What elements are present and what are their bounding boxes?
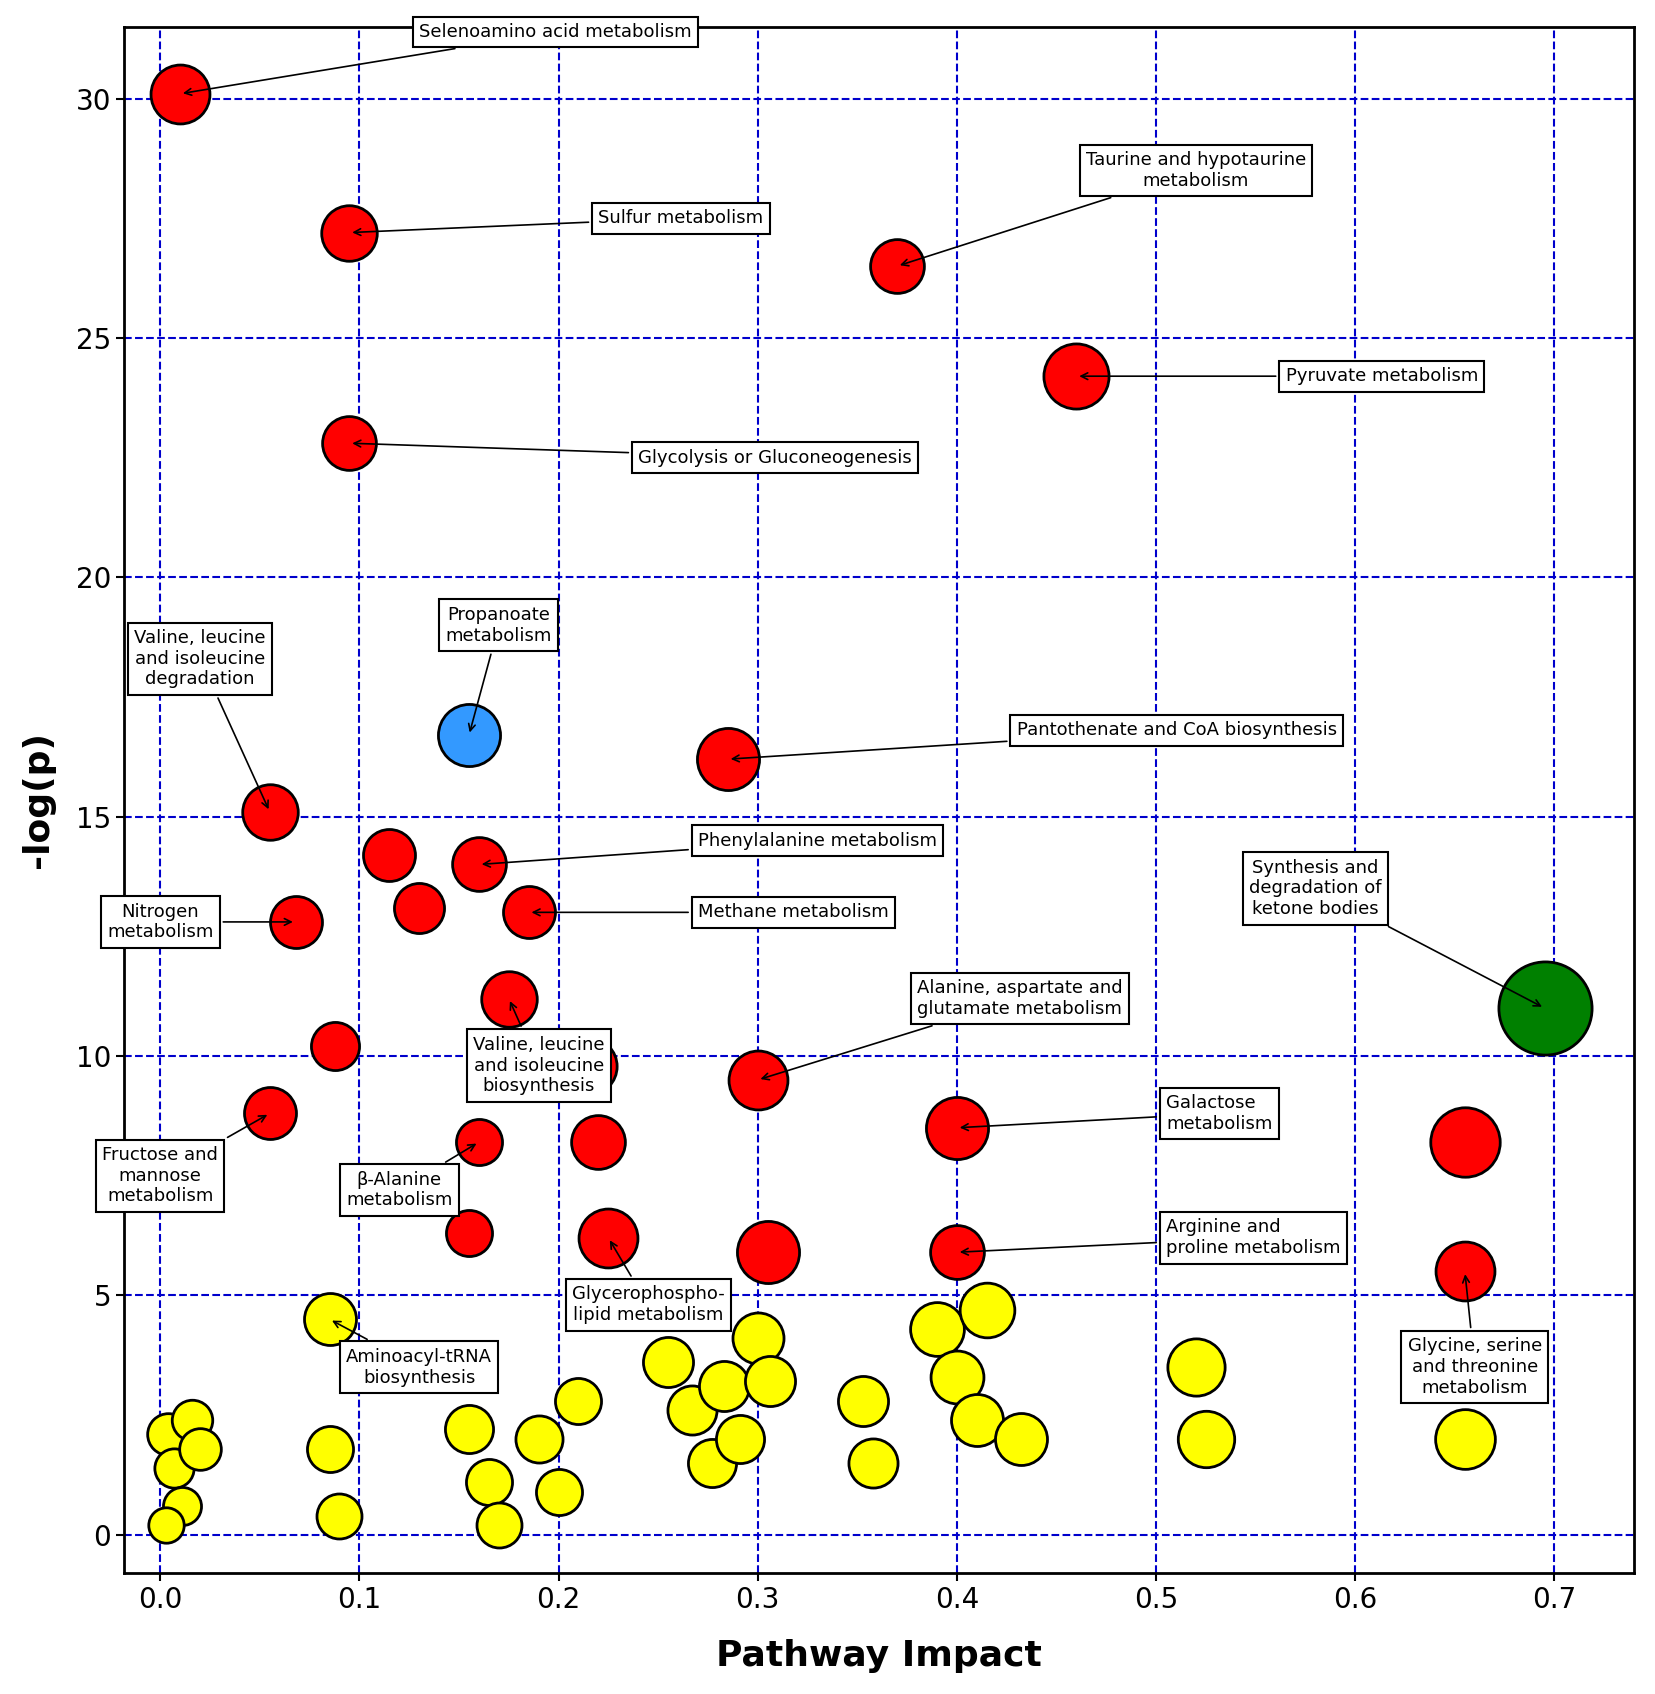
Text: Selenoamino acid metabolism: Selenoamino acid metabolism [185, 24, 692, 95]
Point [161, 1453, 187, 1481]
Text: Nitrogen
metabolism: Nitrogen metabolism [108, 903, 291, 942]
Point [710, 1372, 736, 1399]
Point [576, 1052, 602, 1079]
Point [326, 1503, 353, 1530]
Point [727, 1425, 753, 1452]
Point [257, 798, 283, 825]
Point [596, 1225, 622, 1252]
Point [943, 1238, 970, 1265]
Point [316, 1306, 343, 1333]
Text: Fructose and
mannose
metabolism: Fructose and mannose metabolism [103, 1116, 266, 1206]
Point [1451, 1425, 1478, 1452]
Point [679, 1396, 705, 1423]
Point [455, 722, 482, 749]
Point [884, 252, 910, 280]
Point [336, 430, 362, 457]
Point [167, 80, 194, 107]
Point [179, 1406, 205, 1433]
Point [756, 1369, 783, 1396]
Point [546, 1479, 573, 1506]
Point [745, 1066, 771, 1093]
Point [1438, 1348, 1465, 1376]
Point [1183, 1354, 1210, 1381]
X-axis label: Pathway Impact: Pathway Impact [717, 1640, 1043, 1674]
Text: Valine, leucine
and isoleucine
degradation: Valine, leucine and isoleucine degradati… [134, 628, 268, 808]
Point [655, 1348, 682, 1376]
Text: β-Alanine
metabolism: β-Alanine metabolism [346, 1145, 475, 1210]
Point [943, 1364, 970, 1391]
Point [465, 850, 492, 877]
Point [455, 1220, 482, 1247]
Point [861, 1450, 887, 1477]
Point [1063, 363, 1089, 390]
Text: Pantothenate and CoA biosynthesis: Pantothenate and CoA biosynthesis [733, 722, 1337, 762]
Point [586, 1128, 612, 1155]
Text: Taurine and hypotaurine
metabolism: Taurine and hypotaurine metabolism [902, 151, 1306, 266]
Point [257, 1099, 283, 1127]
Point [485, 1511, 511, 1538]
Text: Sulfur metabolism: Sulfur metabolism [354, 208, 763, 235]
Text: Synthesis and
degradation of
ketone bodies: Synthesis and degradation of ketone bodi… [1250, 859, 1541, 1006]
Text: Pyruvate metabolism: Pyruvate metabolism [1081, 368, 1478, 385]
Point [566, 1387, 592, 1414]
Text: Methane metabolism: Methane metabolism [533, 903, 889, 922]
Point [475, 1469, 501, 1496]
Point [323, 1033, 349, 1060]
Point [336, 219, 362, 246]
Text: Glycerophospho-
lipid metabolism: Glycerophospho- lipid metabolism [573, 1242, 725, 1325]
Point [187, 1435, 213, 1462]
Point [943, 1115, 970, 1142]
Point [973, 1296, 1000, 1323]
Text: Glycolysis or Gluconeogenesis: Glycolysis or Gluconeogenesis [354, 440, 912, 466]
Text: Arginine and
proline metabolism: Arginine and proline metabolism [962, 1218, 1341, 1257]
Point [152, 1511, 179, 1538]
Point [283, 908, 309, 935]
Point [1008, 1425, 1034, 1452]
Point [963, 1406, 990, 1433]
Point [169, 1492, 195, 1520]
Point [465, 1128, 492, 1155]
Text: Valine, leucine
and isoleucine
biosynthesis: Valine, leucine and isoleucine biosynthe… [473, 1003, 604, 1096]
Point [515, 900, 541, 927]
Text: Phenylalanine metabolism: Phenylalanine metabolism [483, 832, 937, 867]
Point [698, 1450, 725, 1477]
Point [1193, 1425, 1220, 1452]
Text: Aminoacyl-tRNA
biosynthesis: Aminoacyl-tRNA biosynthesis [334, 1321, 492, 1386]
Point [525, 1425, 551, 1452]
Point [1531, 994, 1557, 1021]
Point [715, 745, 741, 772]
Point [455, 1416, 482, 1443]
Point [376, 842, 402, 869]
Point [755, 1238, 781, 1265]
Text: Galactose
metabolism: Galactose metabolism [962, 1094, 1273, 1133]
Point [745, 1325, 771, 1352]
Text: Alanine, aspartate and
glutamate metabolism: Alanine, aspartate and glutamate metabol… [763, 979, 1122, 1079]
Point [405, 894, 432, 922]
Text: Glycine, serine
and threonine
metabolism: Glycine, serine and threonine metabolism [1408, 1276, 1542, 1398]
Point [851, 1387, 877, 1414]
Point [1451, 1259, 1478, 1286]
Point [316, 1435, 343, 1462]
Point [923, 1315, 950, 1342]
Point [495, 984, 521, 1011]
Text: Propanoate
metabolism: Propanoate metabolism [445, 606, 553, 730]
Point [1451, 1128, 1478, 1155]
Y-axis label: -log(p): -log(p) [22, 732, 55, 869]
Point [156, 1421, 182, 1448]
